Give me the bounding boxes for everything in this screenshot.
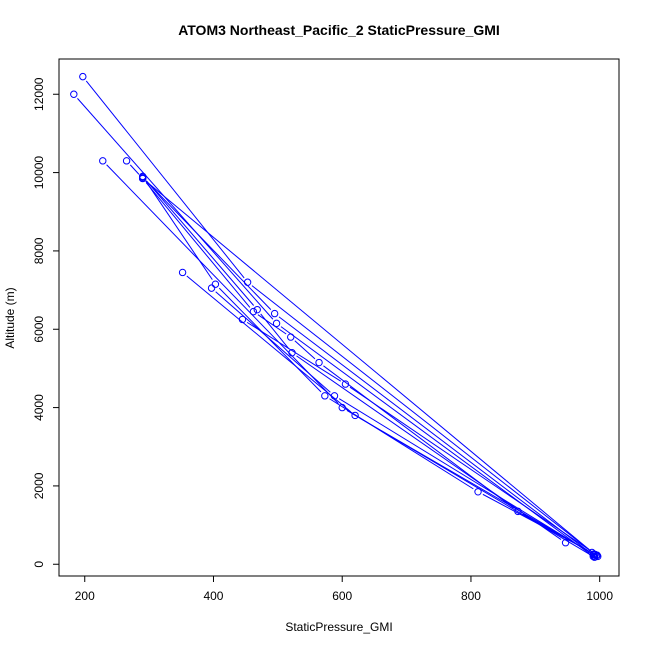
series-line [146,180,272,310]
plot-series [70,72,602,561]
series-line [257,314,287,335]
series-line [278,316,591,554]
y-tick-label: 8000 [32,237,46,264]
data-point [590,552,599,560]
series-line [246,321,342,382]
data-point [178,268,187,277]
x-axis: 200 400 600 800 1000 [75,575,613,603]
y-tick-label: 0 [32,561,46,568]
data-point [207,284,216,292]
data-point [351,411,359,420]
series-line [294,340,316,360]
series-line [145,180,213,280]
data-point [238,315,247,324]
y-tick-label: 6000 [32,316,46,343]
series-line [349,386,593,553]
data-point [272,319,281,328]
y-tick-label: 2000 [32,472,46,499]
data-point [270,309,279,318]
series-line [145,180,255,306]
series-line [359,417,594,555]
x-tick-label: 1000 [586,589,613,603]
series-line [251,285,592,552]
data-point [253,305,261,314]
data-point [249,307,258,316]
data-point [70,90,78,98]
series-line [146,181,593,553]
y-tick-label: 4000 [32,394,46,421]
x-tick-label: 400 [203,589,223,603]
x-axis-label: StaticPressure_GMI [285,620,392,634]
series-line [186,275,352,413]
y-axis-label: Altitude (m) [3,287,17,348]
data-point [138,173,147,181]
data-point [122,157,131,165]
y-tick-label: 10000 [32,156,46,190]
series-line [129,164,140,175]
data-point [287,333,295,341]
series-line [215,291,331,393]
series-line [85,80,245,279]
series-line [145,182,251,308]
y-axis: 0 2000 4000 6000 8000 10000 12000 [32,77,60,568]
data-point [561,539,570,547]
series-line [280,326,590,554]
data-point [474,488,482,496]
series-line [77,98,274,320]
data-point [99,157,107,165]
y-tick-label: 12000 [32,77,46,111]
data-point [315,358,323,367]
x-tick-label: 600 [332,589,352,603]
series-line [338,398,589,553]
x-tick-label: 800 [461,589,481,603]
series-line [260,313,289,349]
data-point [211,280,220,288]
data-point [79,72,87,81]
series-line [296,355,562,540]
x-tick-label: 200 [75,589,95,603]
chart-title: ATOM3 Northeast_Pacific_2 StaticPressure… [178,22,500,38]
data-point [321,392,329,400]
data-point [330,392,339,400]
series-line [329,398,474,490]
series-line [106,164,339,404]
data-point [288,349,296,357]
